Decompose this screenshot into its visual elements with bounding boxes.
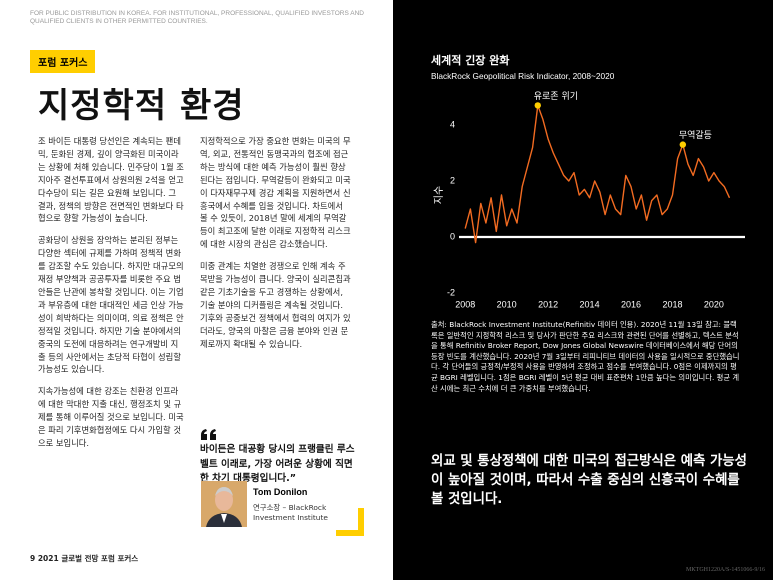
quote-text: 바이든은 대공황 당시의 프랭클린 루스벨트 이래로, 가장 어려운 상황에 직… <box>200 444 355 484</box>
paragraph: 지속가능성에 대한 강조는 친환경 인프라에 대한 막대한 지출 대신, 행정조… <box>38 386 184 448</box>
source-note: 출처: BlackRock Investment Institute(Refin… <box>431 320 740 393</box>
quote-name: Tom Donilon <box>253 487 308 497</box>
page-title: 지정학적 환경 <box>38 86 245 126</box>
page-number: 9 <box>30 554 36 563</box>
paragraph: 조 바이든 대통령 당선인은 계속되는 팬데믹, 둔화된 경제, 깊이 양극화된… <box>38 136 184 224</box>
annotation-label: 유로존 위기 <box>534 91 578 102</box>
footer-label: 2021 글로벌 전망 포럼 포커스 <box>37 554 139 563</box>
annotation-dot <box>679 141 687 148</box>
section-tag: 포럼 포커스 <box>30 50 96 73</box>
x-tick-label: 2016 <box>621 299 641 309</box>
y-axis-label: 지수 <box>433 186 445 204</box>
x-tick-label: 2018 <box>662 299 682 309</box>
disclaimer: FOR PUBLIC DISTRIBUTION IN KOREA. FOR IN… <box>30 10 364 25</box>
y-tick-label: 4 <box>450 119 455 129</box>
series-line <box>464 104 731 244</box>
paragraph: 미중 관계는 치열한 경쟁으로 인해 계속 주목받을 가능성이 큽니다. 양국이… <box>200 261 351 349</box>
x-tick-label: 2008 <box>455 299 475 309</box>
quote-role: 연구소장 – BlackRock Investment Institute <box>253 503 328 522</box>
paragraph: 공화당이 상원을 장악하는 분리된 정부는 다양한 섹터에 규제를 가하며 정책… <box>38 235 184 375</box>
portrait <box>201 481 247 527</box>
annotation-dot <box>534 102 541 109</box>
x-tick-label: 2012 <box>538 299 558 309</box>
corner-bracket <box>336 508 364 536</box>
column-2: 지정학적으로 가장 중요한 변화는 미국의 무역, 외교, 전통적인 동맹국과의… <box>200 135 352 360</box>
chart: 지수 -2 0 2 4 2008 2010 2012 2014 2016 2018 2020 유로존 위… <box>433 91 745 309</box>
x-tick-label: 2010 <box>497 299 517 309</box>
x-tick-label: 2014 <box>580 299 600 309</box>
annotation-label: 무역갈등 <box>679 130 712 141</box>
callout: 외교 및 통상정책에 대한 미국의 접근방식은 예측 가능성이 높아질 것이며,… <box>431 454 747 507</box>
column-1: 조 바이든 대통령 당선인은 계속되는 팬데믹, 둔화된 경제, 깊이 양극화된… <box>38 135 184 459</box>
document-code: MKTGH1220A/S-1451066-9/16 <box>686 567 765 573</box>
chart-title: 세계적 긴장 완화 <box>431 54 510 67</box>
x-tick-label: 2020 <box>704 299 724 309</box>
y-tick-label: 0 <box>450 231 455 241</box>
chart-subtitle: BlackRock Geopolitical Risk Indicator, 2… <box>431 71 615 81</box>
footer: 9 2021 글로벌 전망 포럼 포커스 <box>30 553 138 564</box>
paragraph: 지정학적으로 가장 중요한 변화는 미국의 무역, 외교, 전통적인 동맹국과의… <box>200 136 351 250</box>
y-tick-label: 2 <box>450 175 455 185</box>
dark-panel <box>393 0 773 580</box>
quote-mark <box>201 429 216 440</box>
y-tick-label: -2 <box>447 287 455 297</box>
